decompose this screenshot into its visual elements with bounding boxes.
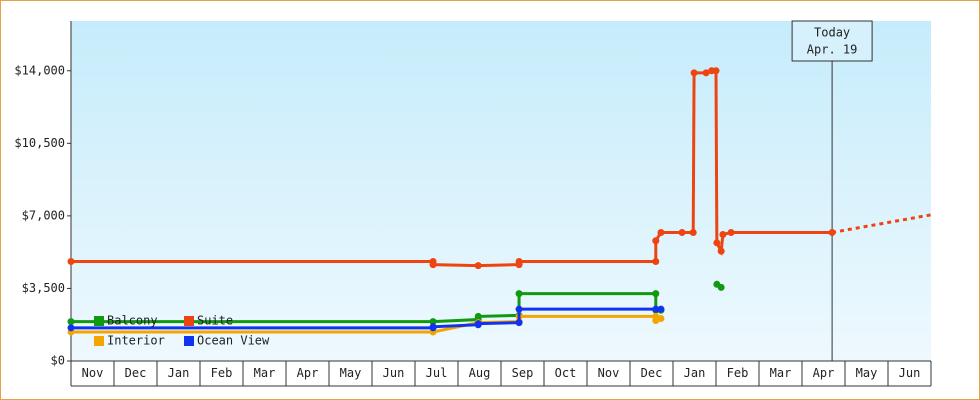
data-point xyxy=(678,228,686,236)
x-tick-label: Dec xyxy=(641,366,663,380)
data-point xyxy=(828,228,836,236)
y-tick-label: $3,500 xyxy=(22,281,65,295)
data-point xyxy=(689,228,697,236)
legend-label: Interior xyxy=(107,334,165,348)
plot-area xyxy=(71,21,931,361)
x-tick-label: May xyxy=(340,366,362,380)
projection-line xyxy=(831,213,932,234)
y-tick-label: $7,000 xyxy=(22,208,65,222)
x-tick-label: Jun xyxy=(383,366,405,380)
data-point xyxy=(67,324,75,332)
x-tick-label: Oct xyxy=(555,366,577,380)
legend-swatch xyxy=(184,316,194,326)
y-tick-label: $14,000 xyxy=(14,63,65,77)
data-point xyxy=(717,283,725,291)
data-point xyxy=(515,290,523,298)
legend-swatch xyxy=(184,336,194,346)
data-point xyxy=(657,228,665,236)
data-point xyxy=(713,239,721,247)
data-point xyxy=(702,69,710,77)
data-point xyxy=(474,312,482,320)
data-point xyxy=(652,257,660,265)
x-tick-label: Apr xyxy=(813,366,835,380)
x-tick-label: Feb xyxy=(211,366,233,380)
data-point xyxy=(515,319,523,327)
x-tick-label: Nov xyxy=(82,366,104,380)
data-point xyxy=(727,228,735,236)
data-point xyxy=(657,315,665,322)
legend-swatch xyxy=(94,336,104,346)
y-tick-label: $10,500 xyxy=(14,136,65,150)
data-point xyxy=(429,261,437,269)
x-tick-label: Dec xyxy=(125,366,147,380)
data-point xyxy=(67,257,75,265)
x-tick-label: Jan xyxy=(168,366,190,380)
data-point xyxy=(474,320,482,328)
legend-label: Balcony xyxy=(107,314,158,328)
x-tick-label: Mar xyxy=(254,366,276,380)
data-point xyxy=(515,257,523,265)
data-point xyxy=(515,305,523,313)
data-point xyxy=(652,237,660,245)
x-tick-label: Feb xyxy=(727,366,749,380)
x-tick-label: Jul xyxy=(426,366,448,380)
data-point xyxy=(429,323,437,331)
data-point xyxy=(712,67,720,75)
x-tick-label: Jun xyxy=(899,366,921,380)
legend-label: Suite xyxy=(197,314,233,328)
y-tick-label: $0 xyxy=(51,354,65,368)
data-point xyxy=(717,247,725,255)
data-point xyxy=(652,290,660,298)
today-box xyxy=(791,20,873,62)
data-point xyxy=(690,69,698,77)
data-point xyxy=(652,305,660,313)
x-tick-label: Apr xyxy=(297,366,319,380)
legend-label: Ocean View xyxy=(197,334,270,348)
legend-swatch xyxy=(94,316,104,326)
today-label: Today xyxy=(814,26,850,40)
today-date: Apr. 19 xyxy=(807,43,858,57)
x-tick-label: Aug xyxy=(469,366,491,380)
x-tick-label: May xyxy=(856,366,878,380)
x-tick-label: Sep xyxy=(512,366,534,380)
data-point xyxy=(429,318,437,326)
x-tick-label: Mar xyxy=(770,366,792,380)
data-point xyxy=(657,305,665,313)
data-point xyxy=(474,262,482,270)
x-tick-label: Nov xyxy=(598,366,620,380)
x-tick-label: Jan xyxy=(684,366,706,380)
data-point xyxy=(719,231,727,239)
data-point xyxy=(67,318,75,326)
